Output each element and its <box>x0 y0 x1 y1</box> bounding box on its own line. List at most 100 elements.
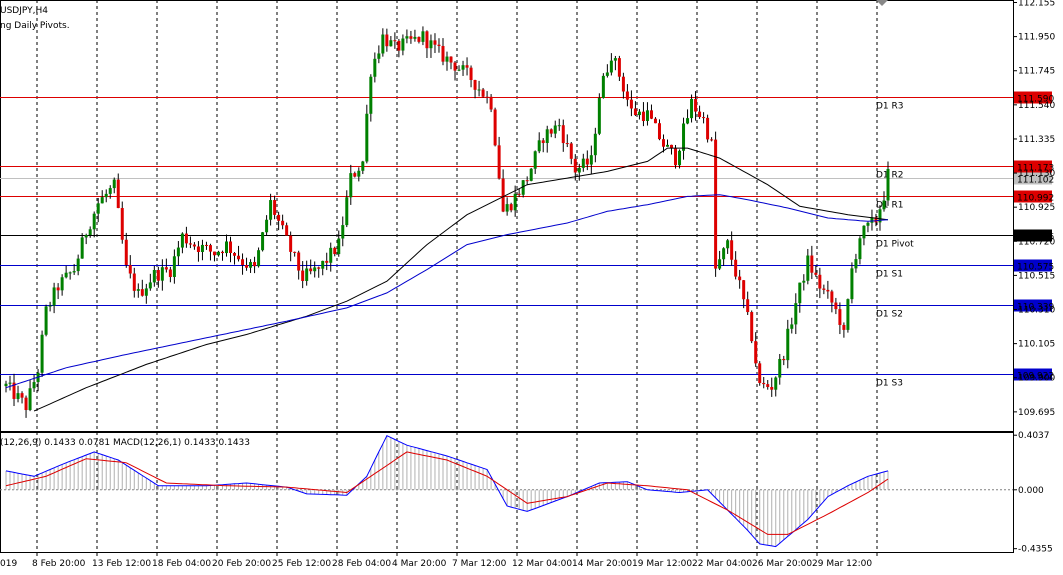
candle-body <box>293 251 297 253</box>
candle-body <box>549 129 553 134</box>
candle-body <box>722 248 726 260</box>
candle-body <box>581 158 585 168</box>
candle-body <box>878 209 882 223</box>
candle-body <box>132 273 136 291</box>
candle-body <box>80 237 84 259</box>
candle-body <box>597 97 601 134</box>
candle-body <box>208 245 212 252</box>
candle-body <box>866 222 870 226</box>
pivot-price-tag <box>1014 229 1052 242</box>
candle-body <box>774 377 778 390</box>
candle-body <box>429 40 433 49</box>
candle-body <box>497 145 501 179</box>
candle-body <box>513 193 517 211</box>
candle-body <box>834 302 838 310</box>
candle-body <box>329 247 333 263</box>
pivot-price-tag-text: 110.756 <box>1017 233 1054 243</box>
candle-body <box>233 252 237 256</box>
candle-body <box>493 109 497 146</box>
candle-body <box>124 239 128 266</box>
candle-body <box>541 140 545 144</box>
candle-body <box>200 244 204 252</box>
candle-body <box>220 251 224 254</box>
candle-body <box>545 129 549 144</box>
candle-body <box>661 139 665 147</box>
candle-body <box>461 65 465 70</box>
candle-body <box>585 158 589 165</box>
candle-body <box>521 180 525 195</box>
macd-panel <box>0 435 1013 548</box>
candle-body <box>862 225 866 239</box>
pivot-price-tag <box>1014 368 1052 381</box>
candle-body <box>261 232 265 251</box>
candle-body <box>88 229 92 236</box>
candle-body <box>301 270 305 281</box>
candle-body <box>798 282 802 304</box>
ma-slow-line <box>5 194 889 389</box>
candle-body <box>537 140 541 152</box>
candle-body <box>96 203 100 214</box>
symbol-label: USDJPY,H4 <box>0 6 48 16</box>
candle-body <box>782 358 786 361</box>
candle-body <box>237 255 241 260</box>
candle-body <box>373 58 377 77</box>
time-tick-label: 13 Feb 12:00 <box>92 559 151 569</box>
macd-tick-label: -0.4355 <box>1018 545 1053 555</box>
candle-body <box>702 117 706 119</box>
candle-body <box>144 288 148 296</box>
candle-body <box>393 40 397 42</box>
candle-body <box>405 36 409 39</box>
candle-body <box>465 65 469 68</box>
candle-body <box>325 260 329 263</box>
candle-body <box>273 200 277 215</box>
price-tick-label: 111.130 <box>1018 169 1055 179</box>
candle-body <box>726 240 730 249</box>
candle-body <box>802 280 806 283</box>
candle-body <box>297 252 301 271</box>
candle-body <box>633 108 637 116</box>
candle-body <box>505 204 509 212</box>
candle-body <box>212 251 216 256</box>
candle-body <box>385 34 389 47</box>
scroll-marker-icon[interactable] <box>876 0 888 6</box>
candle-body <box>100 197 104 204</box>
candle-body <box>184 233 188 244</box>
moving-averages <box>5 147 889 412</box>
candle-body <box>397 40 401 51</box>
time-tick-label: 20 Feb 20:00 <box>212 559 271 569</box>
candle-body <box>437 44 441 47</box>
candle-body <box>577 167 581 173</box>
candle-body <box>609 60 613 73</box>
candle-body <box>44 306 48 335</box>
candle-body <box>754 341 758 364</box>
candle-body <box>601 75 605 98</box>
candle-body <box>381 34 385 54</box>
price-tick-label: 109.900 <box>1018 374 1055 384</box>
candle-body <box>164 267 168 270</box>
candle-body <box>666 144 669 147</box>
candle-body <box>730 240 734 260</box>
candle-body <box>698 111 702 118</box>
candle-body <box>229 241 233 253</box>
candle-body <box>413 36 417 39</box>
candle-body <box>152 270 156 283</box>
candle-body <box>714 139 718 269</box>
candle-body <box>738 276 742 281</box>
candle-body <box>670 144 674 149</box>
candle-body <box>682 123 686 151</box>
candle-body <box>52 287 56 306</box>
candle-body <box>441 46 445 62</box>
candle-body <box>565 143 569 145</box>
time-tick-label: 26 Mar 20:00 <box>752 559 812 569</box>
candle-body <box>842 324 846 330</box>
candle-body <box>345 197 349 226</box>
candle-body <box>192 244 196 247</box>
candle-body <box>285 225 289 236</box>
time-tick-label: 29 Mar 12:00 <box>812 559 872 569</box>
candle-body <box>253 262 257 267</box>
candle-body <box>333 247 337 255</box>
candle-body <box>621 76 625 92</box>
time-tick-label: 19 Mar 12:00 <box>632 559 692 569</box>
candle-body <box>818 274 822 289</box>
